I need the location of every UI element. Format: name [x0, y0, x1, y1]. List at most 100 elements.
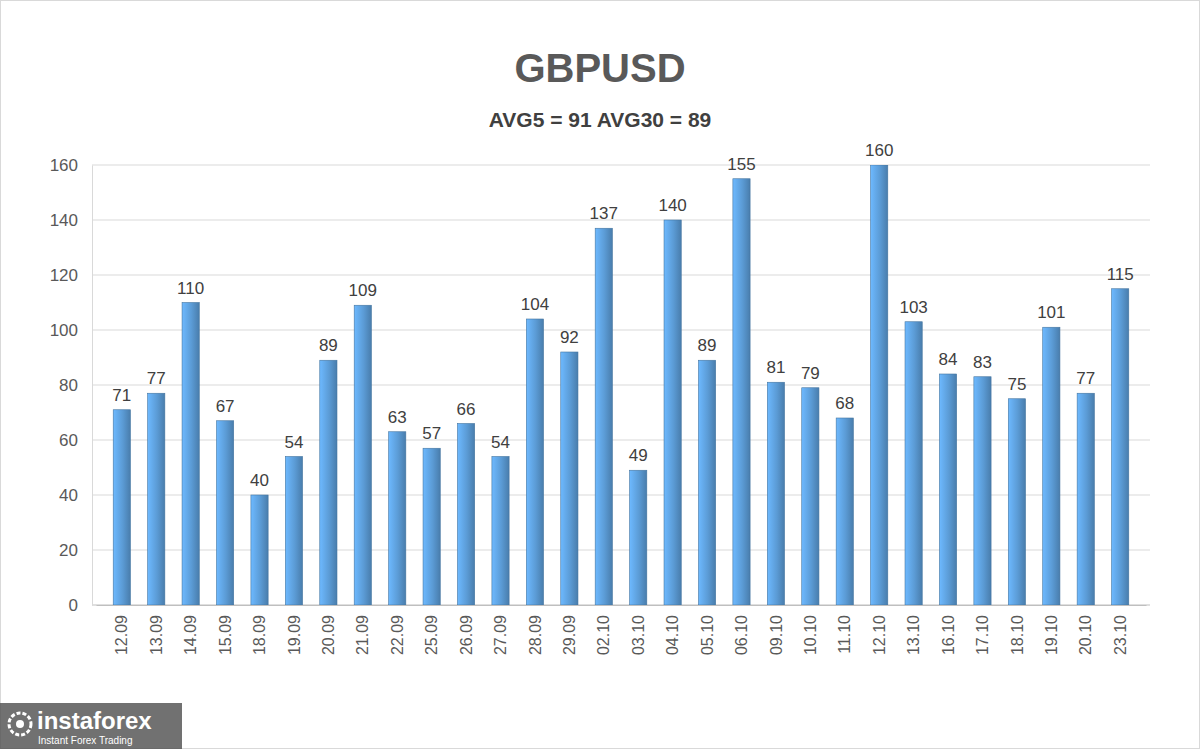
tick-label: 04.10 — [664, 615, 681, 655]
tick-label: 18.09 — [251, 615, 268, 655]
y-tick: 120 — [50, 266, 92, 285]
data-label: 104 — [521, 295, 549, 314]
bar — [423, 448, 440, 605]
data-label: 109 — [349, 281, 377, 300]
grid — [92, 165, 1150, 605]
grid-line — [92, 330, 1150, 331]
tick-label: 25.09 — [423, 615, 440, 655]
bars — [113, 165, 1129, 605]
annotation: Instant Forex Trading — [38, 735, 133, 746]
data-label: 89 — [698, 336, 717, 355]
tick-label: 27.09 — [492, 615, 509, 655]
y-axis: 020406080100120140160 — [50, 156, 93, 615]
y-tick: 40 — [59, 486, 92, 505]
data-label: 49 — [629, 446, 648, 465]
x-tick: 27.09 — [492, 605, 509, 655]
x-tick: 18.09 — [251, 605, 268, 655]
bar — [664, 220, 681, 605]
x-tick: 17.10 — [974, 605, 991, 655]
watermark-icon — [16, 720, 24, 728]
data-label: 68 — [835, 394, 854, 413]
grid-line — [92, 275, 1150, 276]
y-tick: 80 — [59, 376, 92, 395]
data-label: 54 — [491, 433, 510, 452]
x-axis: 12.0913.0914.0915.0918.0919.0920.0921.09… — [97, 605, 1147, 655]
chart-svg: GBPUSDAVG5 = 91 AVG30 = 8902040608010012… — [0, 0, 1200, 749]
bar — [767, 382, 784, 605]
bar — [1077, 393, 1094, 605]
x-tick: 18.10 — [1009, 605, 1026, 655]
tick-label: 22.09 — [389, 615, 406, 655]
tick-label: 23.10 — [1112, 615, 1129, 655]
tick-label: 09.10 — [768, 615, 785, 655]
x-tick: 26.09 — [458, 605, 475, 655]
x-tick: 19.09 — [286, 605, 303, 655]
subtitle: AVG5 = 91 AVG30 = 89 — [489, 108, 712, 131]
x-tick: 12.09 — [113, 605, 130, 655]
tick-label: 40 — [59, 486, 78, 505]
x-tick: 29.09 — [561, 605, 578, 655]
axis-line — [92, 166, 93, 606]
tick-label: 120 — [50, 266, 78, 285]
tick-label: 15.09 — [217, 615, 234, 655]
tick-label: 80 — [59, 376, 78, 395]
bar — [457, 424, 474, 606]
bar — [251, 495, 268, 605]
watermark-box — [0, 703, 182, 749]
bar — [595, 228, 612, 605]
tick-label: 19.09 — [286, 615, 303, 655]
tick-label: 0 — [69, 596, 78, 615]
bar — [389, 432, 406, 605]
bar — [285, 457, 302, 606]
tick-label: 05.10 — [699, 615, 716, 655]
x-tick: 16.10 — [940, 605, 957, 655]
title: GBPUSD — [514, 46, 685, 90]
data-label: 103 — [899, 298, 927, 317]
data-label: 137 — [590, 204, 618, 223]
bar — [974, 377, 991, 605]
axis-line — [97, 605, 1147, 606]
annotation: instaforex — [37, 707, 152, 734]
tick-label: 20.10 — [1077, 615, 1094, 655]
x-tick: 03.10 — [630, 605, 647, 655]
tick-label: 16.10 — [940, 615, 957, 655]
data-label: 54 — [284, 433, 303, 452]
x-tick: 09.10 — [768, 605, 785, 655]
tick-label: 29.09 — [561, 615, 578, 655]
tick-label: 12.09 — [113, 615, 130, 655]
data-label: 115 — [1107, 265, 1134, 284]
data-label: 155 — [727, 155, 755, 174]
y-tick: 160 — [50, 156, 92, 175]
bar — [733, 179, 750, 605]
bar — [630, 470, 647, 605]
data-label: 110 — [177, 279, 204, 298]
tick-label: 17.10 — [974, 615, 991, 655]
data-label: 75 — [1007, 375, 1026, 394]
x-tick: 15.09 — [217, 605, 234, 655]
grid-line — [92, 165, 1150, 166]
watermark: instaforexInstant Forex Trading — [0, 703, 182, 749]
bar — [1112, 289, 1129, 605]
x-tick: 13.10 — [905, 605, 922, 655]
x-tick: 06.10 — [733, 605, 750, 655]
tick-label: 10.10 — [802, 615, 819, 655]
x-tick: 04.10 — [664, 605, 681, 655]
x-tick: 10.10 — [802, 605, 819, 655]
data-label: 67 — [216, 397, 235, 416]
bar — [871, 165, 888, 605]
bar — [802, 388, 819, 605]
x-tick: 05.10 — [699, 605, 716, 655]
tick-label: 19.10 — [1043, 615, 1060, 655]
y-tick: 0 — [69, 596, 92, 615]
data-label: 81 — [766, 358, 785, 377]
x-tick: 02.10 — [595, 605, 612, 655]
x-tick: 11.10 — [836, 605, 853, 654]
bar — [836, 418, 853, 605]
x-tick: 14.09 — [182, 605, 199, 655]
tick-label: 60 — [59, 431, 78, 450]
bar — [698, 360, 715, 605]
bar — [216, 421, 233, 605]
watermark-icon — [9, 713, 31, 735]
tick-label: 28.09 — [527, 615, 544, 655]
data-label: 83 — [973, 353, 992, 372]
